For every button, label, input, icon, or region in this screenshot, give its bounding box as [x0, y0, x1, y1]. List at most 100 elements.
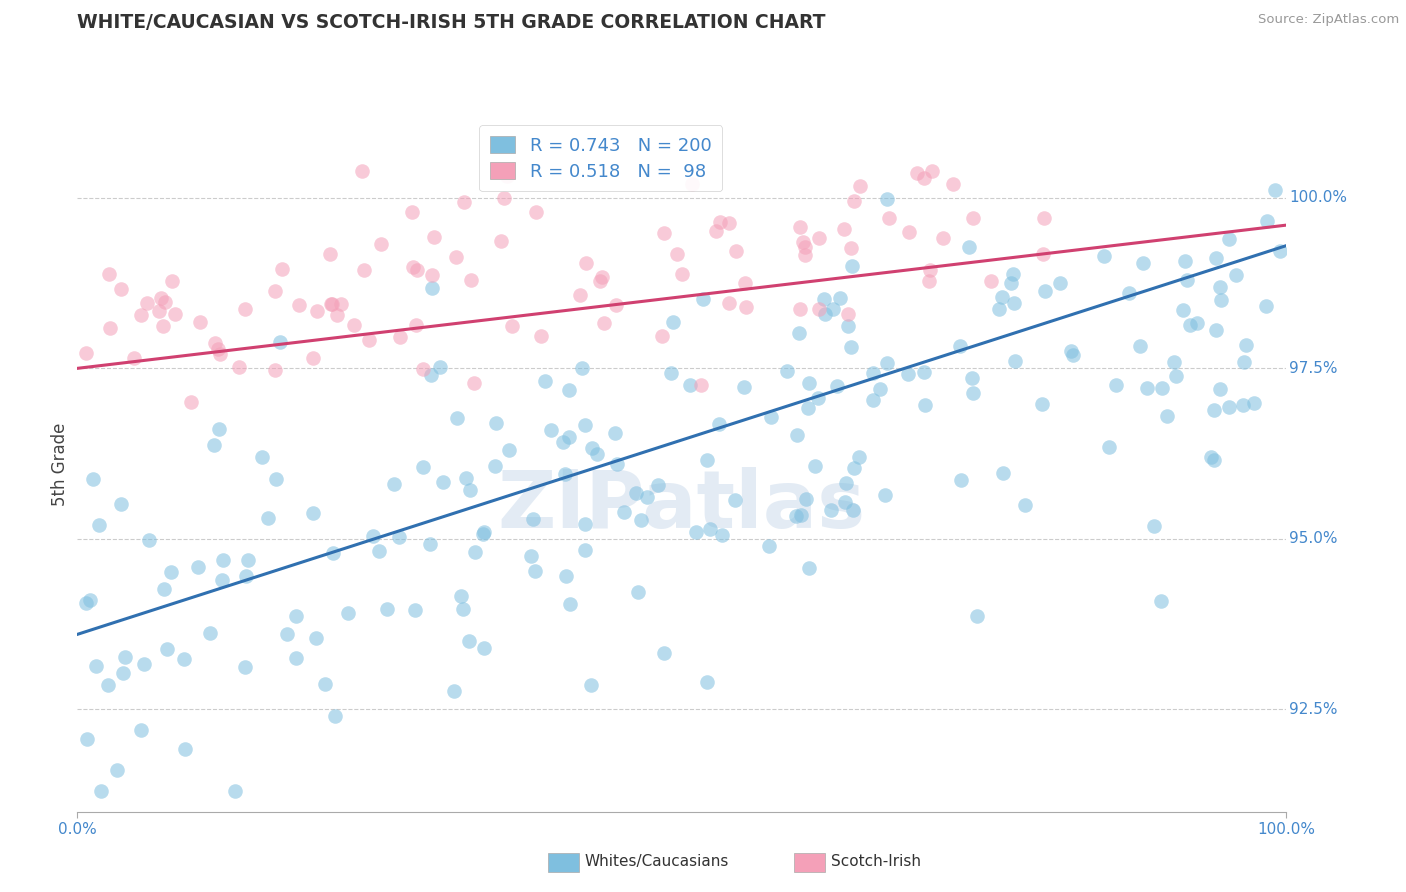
Point — [942, 177, 965, 191]
Text: 100.0%: 100.0% — [1289, 190, 1347, 205]
Point — [560, 597, 582, 611]
Point — [949, 339, 972, 353]
Point — [79, 592, 101, 607]
Point — [789, 301, 811, 316]
Point — [432, 475, 454, 489]
Point — [797, 561, 820, 575]
Point — [1000, 276, 1022, 290]
Point — [679, 378, 702, 392]
Point — [849, 179, 872, 194]
Point — [709, 214, 731, 228]
Point — [605, 298, 627, 312]
Point — [842, 194, 865, 208]
Point — [84, 658, 107, 673]
Point — [1062, 348, 1084, 362]
Point — [689, 378, 711, 392]
Point — [491, 234, 513, 248]
Point — [270, 262, 292, 277]
Point — [165, 307, 187, 321]
Point — [472, 641, 495, 656]
Point — [524, 204, 547, 219]
Point — [592, 316, 614, 330]
Point — [524, 564, 547, 578]
Point — [790, 508, 813, 522]
Point — [160, 565, 183, 579]
Point — [735, 300, 758, 314]
Point — [1243, 396, 1265, 410]
Point — [551, 435, 574, 450]
Point — [606, 457, 628, 471]
Point — [897, 368, 920, 382]
Text: ZIPatlas: ZIPatlas — [498, 467, 866, 545]
Point — [156, 642, 179, 657]
Point — [685, 524, 707, 539]
Point — [75, 346, 97, 360]
Point — [581, 442, 603, 456]
Point — [404, 603, 426, 617]
Point — [966, 608, 988, 623]
Point — [464, 545, 486, 559]
Y-axis label: 5th Grade: 5th Grade — [51, 422, 69, 506]
Point — [319, 246, 342, 260]
Point — [932, 231, 955, 245]
Point — [314, 677, 336, 691]
Point — [134, 657, 156, 672]
Point — [1187, 316, 1209, 330]
Point — [841, 260, 863, 274]
Point — [533, 374, 555, 388]
Point — [603, 426, 626, 441]
Point — [90, 784, 112, 798]
Point — [367, 544, 389, 558]
Point — [1118, 286, 1140, 301]
Point — [585, 447, 607, 461]
Point — [991, 466, 1014, 480]
Point — [235, 569, 257, 583]
Point — [148, 304, 170, 318]
Point — [960, 371, 983, 385]
Point — [1209, 293, 1232, 308]
Point — [834, 494, 856, 508]
Point — [233, 660, 256, 674]
Text: Source: ZipAtlas.com: Source: ZipAtlas.com — [1258, 13, 1399, 27]
Point — [209, 347, 232, 361]
Point — [912, 170, 935, 185]
Point — [187, 560, 209, 574]
Point — [412, 361, 434, 376]
Point — [569, 287, 592, 301]
Point — [110, 282, 132, 296]
Point — [1098, 441, 1121, 455]
Point — [152, 318, 174, 333]
Point — [501, 318, 523, 333]
Point — [321, 297, 343, 311]
Point — [839, 241, 862, 255]
Point — [589, 275, 612, 289]
Point — [276, 627, 298, 641]
Point — [918, 262, 941, 277]
Point — [305, 632, 328, 646]
Point — [1014, 498, 1036, 512]
Point — [696, 675, 718, 690]
Point — [681, 177, 703, 191]
Point — [1105, 377, 1128, 392]
Point — [1060, 343, 1083, 358]
Point — [876, 192, 898, 206]
Point — [1204, 453, 1226, 467]
Point — [579, 678, 602, 692]
Point — [717, 216, 740, 230]
Point — [405, 318, 427, 332]
Point — [875, 488, 897, 502]
Point — [733, 380, 755, 394]
Point — [76, 731, 98, 746]
Point — [869, 382, 891, 396]
Point — [554, 568, 576, 582]
Point — [558, 429, 581, 443]
Point — [574, 417, 596, 432]
Point — [696, 453, 718, 467]
Point — [707, 417, 730, 431]
Point — [302, 351, 325, 365]
Point — [1232, 355, 1254, 369]
Point — [97, 678, 120, 692]
Point — [848, 450, 870, 465]
Point — [1225, 268, 1247, 282]
Point — [558, 383, 581, 397]
